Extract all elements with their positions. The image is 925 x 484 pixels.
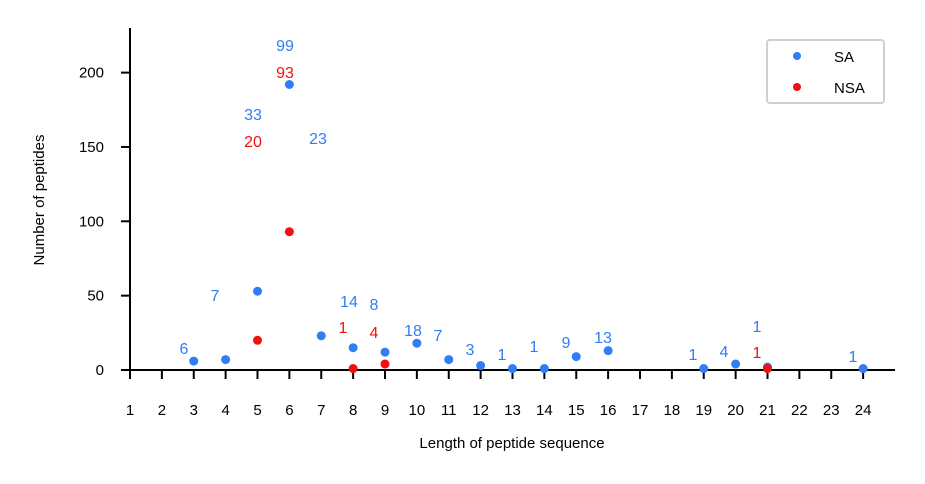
legend-sa-marker	[793, 52, 801, 60]
x-tick-label: 13	[504, 402, 521, 419]
sa-point	[858, 364, 868, 374]
sa-data-label: 3	[466, 342, 475, 359]
sa-data-label: 7	[211, 288, 220, 305]
legend-frame	[766, 39, 885, 104]
data-points	[189, 80, 868, 374]
x-tick-label: 14	[536, 402, 553, 419]
sa-data-label: 1	[530, 339, 539, 356]
legend-nsa-label: NSA	[834, 80, 865, 97]
x-tick-label: 24	[855, 402, 872, 419]
nsa-point	[763, 364, 772, 374]
sa-point	[412, 338, 422, 348]
sa-point	[571, 352, 581, 362]
x-tick-label: 5	[253, 402, 261, 419]
x-tick-label: 16	[600, 402, 617, 419]
x-tick-label: 18	[664, 402, 681, 419]
x-tick-label: 10	[409, 402, 426, 419]
sa-data-label: 1	[498, 347, 507, 364]
y-tick-label: 0	[96, 362, 104, 379]
nsa-data-label: 93	[276, 65, 294, 82]
x-tick-label: 4	[221, 402, 229, 419]
x-tick-label: 6	[285, 402, 293, 419]
sa-point	[476, 361, 486, 371]
sa-point	[284, 80, 294, 90]
x-tick-label: 1	[126, 402, 134, 419]
sa-point	[603, 346, 613, 356]
sa-data-label: 1	[849, 349, 858, 366]
x-tick-label: 19	[695, 402, 712, 419]
sa-data-label: 13	[594, 330, 612, 347]
x-tick-label: 15	[568, 402, 585, 419]
nsa-data-label: 1	[339, 320, 348, 337]
nsa-point	[380, 359, 390, 369]
sa-data-label: 9	[562, 335, 571, 352]
sa-data-label: 8	[370, 297, 379, 314]
x-tick-label: 23	[823, 402, 840, 419]
x-tick-label: 8	[349, 402, 357, 419]
sa-point	[539, 364, 549, 374]
nsa-point	[253, 335, 262, 345]
sa-point	[253, 286, 262, 296]
legend-nsa-marker	[793, 83, 801, 91]
x-tick-label: 9	[381, 402, 389, 419]
sa-data-label: 1	[753, 319, 762, 336]
legend-sa-label: SA	[834, 49, 854, 66]
sa-point	[699, 364, 709, 374]
x-tick-label: 22	[791, 402, 808, 419]
sa-data-label: 6	[180, 341, 189, 358]
x-axis-label: Length of peptide sequence	[419, 435, 604, 452]
nsa-data-label: 4	[370, 325, 379, 342]
sa-data-label: 14	[340, 294, 358, 311]
sa-data-label: 23	[309, 131, 327, 148]
x-tick-label: 7	[317, 402, 325, 419]
x-tick-label: 17	[632, 402, 649, 419]
y-tick-label: 50	[87, 288, 104, 305]
x-tick-label: 2	[158, 402, 166, 419]
y-tick-label: 100	[79, 213, 104, 230]
nsa-point	[348, 364, 358, 374]
y-axis-label: Number of peptides	[31, 135, 48, 266]
sa-point	[189, 356, 199, 366]
sa-data-label: 7	[434, 328, 443, 345]
legend: SA NSA	[766, 39, 885, 104]
x-tick-label: 12	[472, 402, 489, 419]
sa-point	[731, 359, 741, 369]
x-tick-label: 11	[441, 402, 457, 419]
sa-point	[221, 355, 231, 365]
sa-data-label: 4	[720, 344, 729, 361]
x-tick-label: 20	[727, 402, 744, 419]
sa-point	[444, 355, 454, 365]
sa-data-label: 33	[244, 107, 262, 124]
sa-data-label: 18	[404, 323, 422, 340]
x-tick-label: 21	[759, 402, 776, 419]
sa-point	[380, 347, 390, 357]
ticks: 1 2 3 4 5 6 7 8 9 10 11 12 13 14 15 16 17 18 19 20 21 22 23 240…	[79, 65, 872, 419]
nsa-data-label: 1	[753, 345, 762, 362]
sa-point	[508, 364, 517, 374]
x-tick-label: 3	[190, 402, 198, 419]
sa-point	[316, 331, 326, 341]
sa-point	[348, 343, 358, 353]
nsa-point	[284, 227, 294, 237]
nsa-data-label: 20	[244, 134, 262, 151]
y-tick-label: 200	[79, 65, 104, 82]
sa-data-label: 99	[276, 38, 294, 55]
y-tick-label: 150	[79, 139, 104, 156]
sa-data-label: 1	[689, 347, 698, 364]
